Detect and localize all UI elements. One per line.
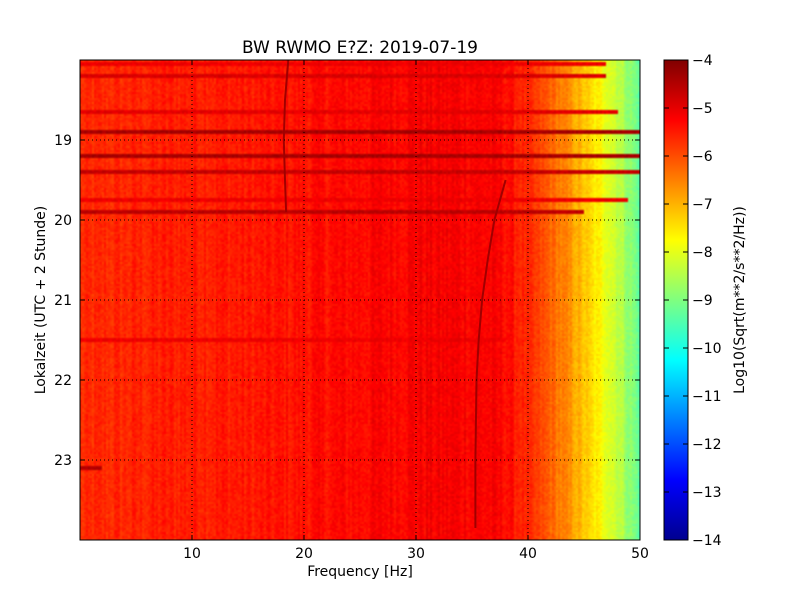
- x-tick-label: 40: [519, 546, 537, 562]
- colorbar-tick-label: −4: [692, 53, 713, 69]
- x-axis-ticks: 10 20 30 40 50: [183, 60, 649, 562]
- colorbar-tick-label: −7: [692, 197, 713, 213]
- x-tick-label: 10: [183, 546, 201, 562]
- tonal-line-1: [282, 59, 290, 213]
- grid-lines: [80, 60, 640, 540]
- colorbar-label: Log10(Sqrt(m**2/s**2/Hz)): [732, 206, 748, 394]
- tonal-lines: [282, 59, 507, 528]
- colorbar-ticks: −4 −5 −6 −7 −8 −9 −10 −11 −12 −13 −14: [664, 53, 722, 549]
- x-tick-label: 50: [631, 546, 649, 562]
- colorbar-tick-label: −5: [692, 101, 713, 117]
- colorbar-tick-label: −10: [692, 341, 722, 357]
- x-tick-label: 20: [295, 546, 313, 562]
- x-axis-label: Frequency [Hz]: [307, 564, 413, 580]
- y-tick-label: 21: [54, 293, 72, 309]
- y-tick-label: 20: [54, 213, 72, 229]
- colorbar-tick-label: −13: [692, 485, 722, 501]
- y-tick-label: 23: [54, 453, 72, 469]
- y-axis-ticks: 19 20 21 22 23: [54, 133, 640, 469]
- colorbar-tick-label: −6: [692, 149, 713, 165]
- colorbar: −4 −5 −6 −7 −8 −9 −10 −11 −12 −13 −14 Log10(Sqrt(m…: [663, 53, 748, 549]
- x-tick-label: 30: [407, 546, 425, 562]
- y-tick-label: 22: [54, 373, 72, 389]
- tonal-line-2: [474, 179, 507, 528]
- y-axis-label: Lokalzeit (UTC + 2 Stunde): [33, 206, 49, 395]
- colorbar-tick-label: −8: [692, 245, 713, 261]
- chart-title: BW RWMO E?Z: 2019-07-19: [242, 38, 478, 58]
- colorbar-tick-label: −11: [692, 389, 722, 405]
- colorbar-tick-label: −9: [692, 293, 713, 309]
- spectrogram-plot: 10 20 30 40 50 19 20 21 22 23: [54, 59, 649, 562]
- colorbar-tick-label: −12: [692, 437, 722, 453]
- colorbar-tick-label: −14: [692, 533, 722, 549]
- y-tick-label: 19: [54, 133, 72, 149]
